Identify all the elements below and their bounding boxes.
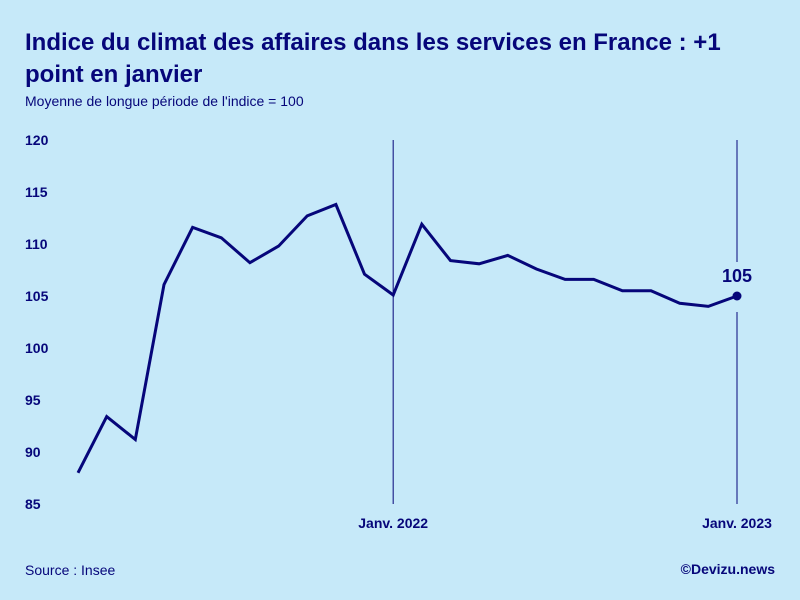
y-tick-label: 90 — [25, 444, 41, 460]
y-tick-label: 105 — [25, 288, 49, 304]
x-axis-label: Janv. 2023 — [702, 515, 772, 531]
credit-link[interactable]: ©Devizu.news — [680, 561, 775, 577]
source-note: Source : Insee — [25, 562, 116, 578]
y-tick-label: 110 — [25, 236, 48, 252]
chart-title: Indice du climat des affaires dans les s… — [25, 29, 721, 88]
y-tick-label: 120 — [25, 132, 49, 148]
series-line — [76, 202, 738, 474]
y-tick-label: 115 — [25, 184, 48, 200]
y-tick-label: 100 — [25, 340, 49, 356]
data-label: 105 — [722, 266, 752, 286]
y-tick-label: 95 — [25, 392, 41, 408]
y-tick-label: 85 — [25, 496, 41, 512]
data-point — [732, 291, 742, 301]
chart-subtitle: Moyenne de longue période de l'indice = … — [25, 93, 304, 109]
x-axis-label: Janv. 2022 — [358, 515, 428, 531]
